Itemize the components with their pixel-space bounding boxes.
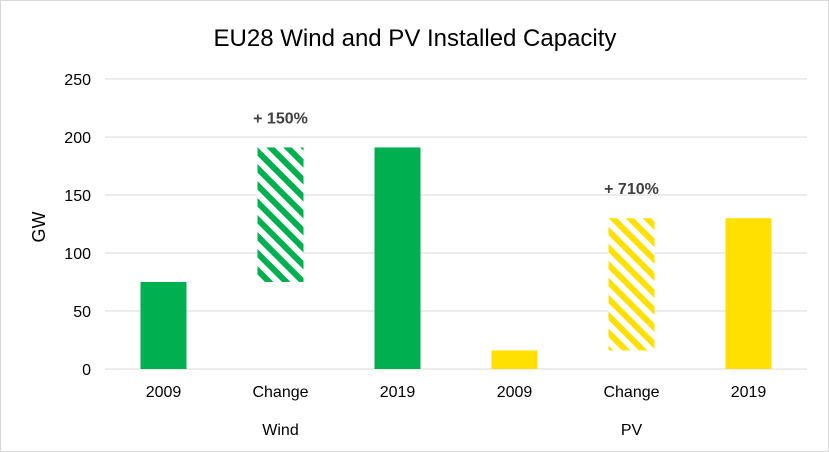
category-label-4: Change [603, 384, 659, 401]
wind-change-bar [257, 147, 304, 282]
annotation-pv-change: + 710% [604, 181, 659, 198]
group-label-pv: PV [621, 422, 643, 439]
wind-2009-bar [140, 282, 187, 369]
bars [140, 147, 772, 369]
y-tick-label-200: 200 [64, 130, 91, 147]
group-label-wind: Wind [262, 422, 298, 439]
pv-2019-bar [725, 218, 772, 369]
pv-change-bar [608, 218, 655, 351]
category-label-0: 2009 [146, 384, 182, 401]
annotations: + 150% + 710% [253, 110, 659, 198]
category-label-3: 2009 [497, 384, 533, 401]
category-label-5: 2019 [731, 384, 767, 401]
y-axis-title: GW [29, 211, 49, 242]
y-axis-ticks: 0 50 100 150 200 250 [64, 72, 91, 379]
y-tick-label-0: 0 [82, 362, 91, 379]
wind-2019-bar [374, 147, 421, 369]
y-tick-label-250: 250 [64, 72, 91, 89]
category-label-2: 2019 [380, 384, 416, 401]
category-labels: 2009 Change 2019 2009 Change 2019 [146, 384, 767, 401]
pv-2009-bar [491, 350, 538, 369]
chart-title: EU28 Wind and PV Installed Capacity [214, 25, 617, 52]
y-tick-label-150: 150 [64, 188, 91, 205]
category-label-1: Change [252, 384, 308, 401]
group-labels: Wind PV [262, 422, 642, 439]
annotation-wind-change: + 150% [253, 110, 308, 127]
y-tick-label-100: 100 [64, 246, 91, 263]
gridlines [105, 78, 807, 370]
y-tick-label-50: 50 [73, 304, 91, 321]
